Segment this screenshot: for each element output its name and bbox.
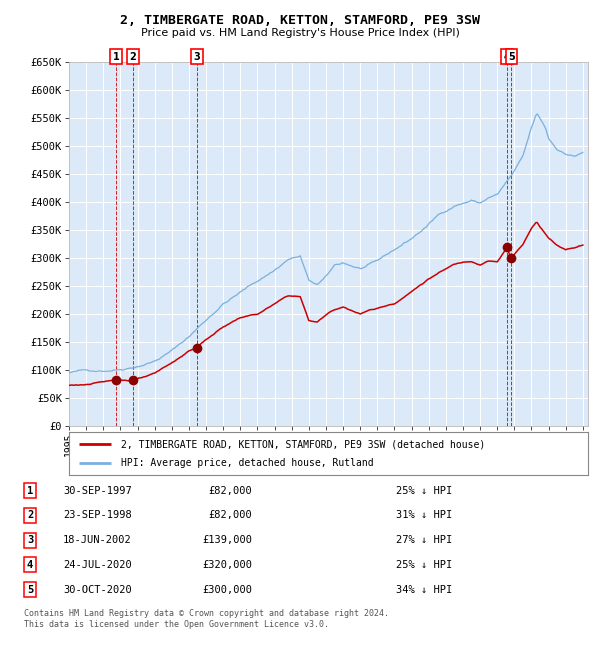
Text: 24-JUL-2020: 24-JUL-2020 [63,560,132,570]
Text: £300,000: £300,000 [202,584,252,595]
Text: 30-SEP-1997: 30-SEP-1997 [63,486,132,496]
Text: Contains HM Land Registry data © Crown copyright and database right 2024.
This d: Contains HM Land Registry data © Crown c… [24,609,389,629]
Text: 34% ↓ HPI: 34% ↓ HPI [396,584,452,595]
Text: 2, TIMBERGATE ROAD, KETTON, STAMFORD, PE9 3SW: 2, TIMBERGATE ROAD, KETTON, STAMFORD, PE… [120,14,480,27]
Text: 2, TIMBERGATE ROAD, KETTON, STAMFORD, PE9 3SW (detached house): 2, TIMBERGATE ROAD, KETTON, STAMFORD, PE… [121,439,485,449]
Text: £82,000: £82,000 [208,486,252,496]
Text: 3: 3 [27,535,33,545]
Text: Price paid vs. HM Land Registry's House Price Index (HPI): Price paid vs. HM Land Registry's House … [140,28,460,38]
Text: HPI: Average price, detached house, Rutland: HPI: Average price, detached house, Rutl… [121,458,374,467]
Text: 18-JUN-2002: 18-JUN-2002 [63,535,132,545]
Text: 27% ↓ HPI: 27% ↓ HPI [396,535,452,545]
Text: 30-OCT-2020: 30-OCT-2020 [63,584,132,595]
Text: 25% ↓ HPI: 25% ↓ HPI [396,560,452,570]
Text: £82,000: £82,000 [208,510,252,521]
Text: 23-SEP-1998: 23-SEP-1998 [63,510,132,521]
Text: 31% ↓ HPI: 31% ↓ HPI [396,510,452,521]
Text: 1: 1 [27,486,33,496]
Text: 25% ↓ HPI: 25% ↓ HPI [396,486,452,496]
Text: 3: 3 [193,52,200,62]
Text: 2: 2 [130,52,136,62]
Text: 4: 4 [27,560,33,570]
Text: 5: 5 [27,584,33,595]
Text: 4: 4 [503,52,510,62]
Text: £320,000: £320,000 [202,560,252,570]
Text: 1: 1 [113,52,119,62]
Text: 2: 2 [27,510,33,521]
Text: £139,000: £139,000 [202,535,252,545]
Text: 5: 5 [508,52,515,62]
